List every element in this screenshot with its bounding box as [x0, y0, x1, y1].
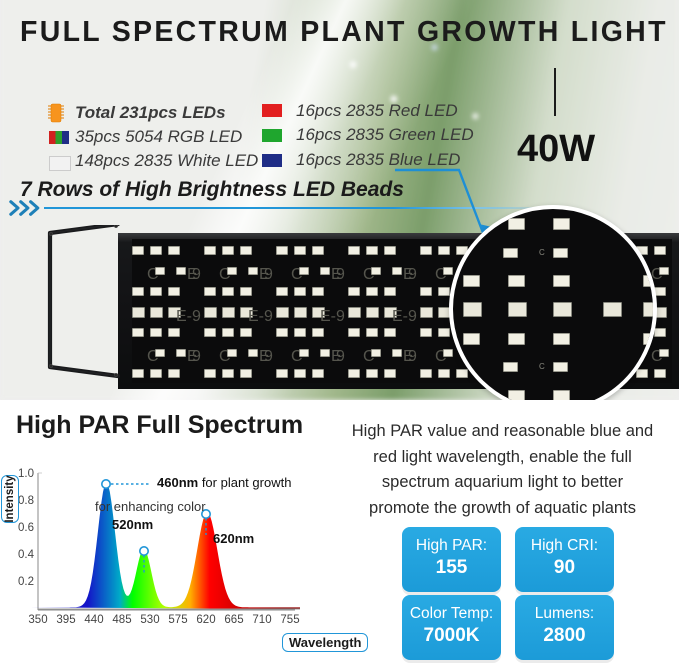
svg-text:665: 665	[224, 614, 243, 626]
svg-text:1.0: 1.0	[18, 468, 34, 480]
svg-text:620: 620	[196, 614, 215, 626]
svg-text:0.8: 0.8	[18, 495, 34, 507]
svg-text:530: 530	[140, 614, 159, 626]
svg-text:440: 440	[84, 614, 103, 626]
svg-text:755: 755	[280, 614, 299, 626]
svg-text:710: 710	[252, 614, 271, 626]
svg-text:575: 575	[168, 614, 187, 626]
svg-text:0.6: 0.6	[18, 522, 34, 534]
svg-text:0.2: 0.2	[18, 576, 34, 588]
svg-text:485: 485	[112, 614, 131, 626]
svg-text:0.4: 0.4	[18, 549, 35, 561]
svg-text:350: 350	[28, 614, 47, 626]
svg-text:395: 395	[56, 614, 75, 626]
